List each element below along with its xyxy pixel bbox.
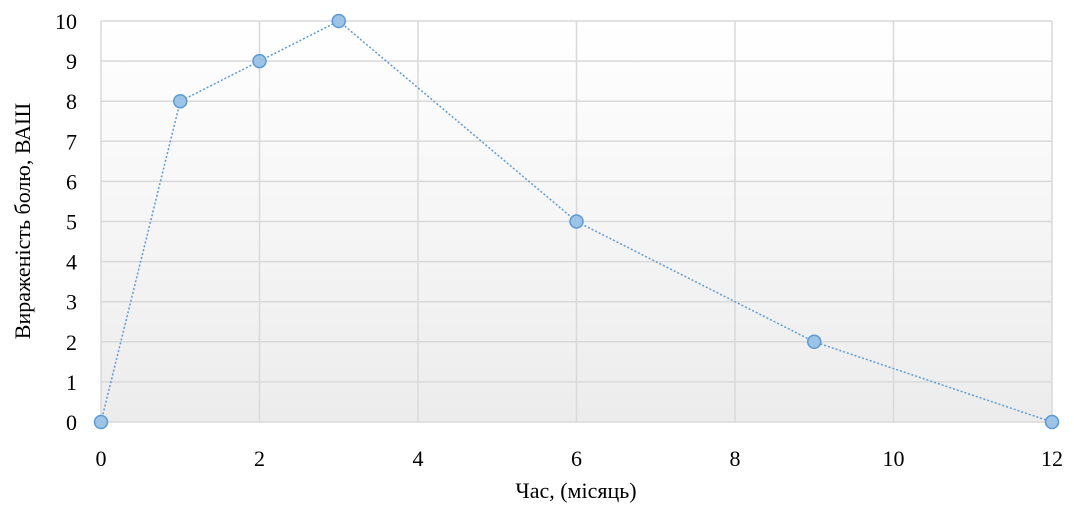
y-tick-label: 7 <box>66 129 77 154</box>
data-point <box>569 214 584 229</box>
x-tick-label: 2 <box>254 446 265 471</box>
y-tick-label: 1 <box>66 370 77 395</box>
y-tick-label: 8 <box>66 89 77 114</box>
y-tick-label: 9 <box>66 49 77 74</box>
data-point <box>252 53 267 69</box>
x-axis-title: Час, (місяць) <box>515 478 636 503</box>
y-tick-label: 6 <box>66 169 77 194</box>
x-tick-label: 8 <box>730 446 741 471</box>
x-tick-label: 6 <box>571 446 582 471</box>
data-point <box>93 414 109 430</box>
y-tick-label: 5 <box>66 210 77 235</box>
y-tick-label: 0 <box>66 410 77 435</box>
x-tick-label: 10 <box>883 446 905 471</box>
y-tick-label: 3 <box>66 290 77 315</box>
x-tick-label: 0 <box>96 446 107 471</box>
x-tick-label: 4 <box>413 446 424 471</box>
series <box>93 13 1060 430</box>
y-tick-label: 4 <box>66 250 77 275</box>
data-point <box>1044 414 1060 430</box>
data-point <box>173 93 188 109</box>
x-tick-label: 12 <box>1041 446 1063 471</box>
data-point <box>331 13 346 29</box>
y-tick-label: 10 <box>55 9 77 34</box>
y-tick-label: 2 <box>66 330 77 355</box>
data-point <box>807 334 822 350</box>
y-axis-title: Вираженість болю, ВАШ <box>10 103 35 339</box>
